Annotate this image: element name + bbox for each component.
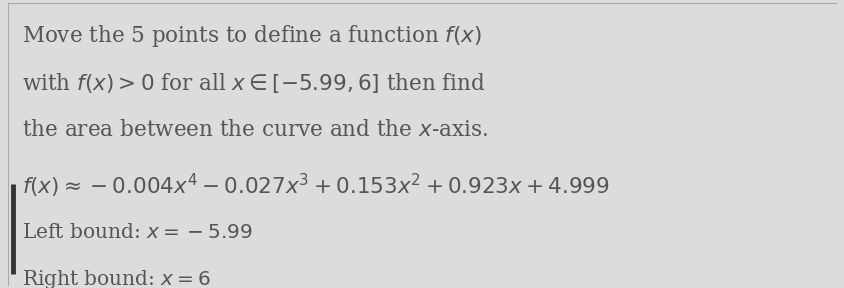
Text: with $f(x) > 0$ for all $x \in [-5.99, 6]$ then find: with $f(x) > 0$ for all $x \in [-5.99, 6… xyxy=(22,71,485,95)
Text: $f(x) \approx -0.004x^4 - 0.027x^3 + 0.153x^2 + 0.923x + 4.999$: $f(x) \approx -0.004x^4 - 0.027x^3 + 0.1… xyxy=(22,172,609,200)
Text: Left bound: $x = -5.99$: Left bound: $x = -5.99$ xyxy=(22,223,252,242)
Text: Move the 5 points to define a function $f(x)$: Move the 5 points to define a function $… xyxy=(22,23,482,49)
Text: the area between the curve and the $x$-axis.: the area between the curve and the $x$-a… xyxy=(22,119,488,141)
Text: Right bound: $x = 6$: Right bound: $x = 6$ xyxy=(22,268,211,288)
